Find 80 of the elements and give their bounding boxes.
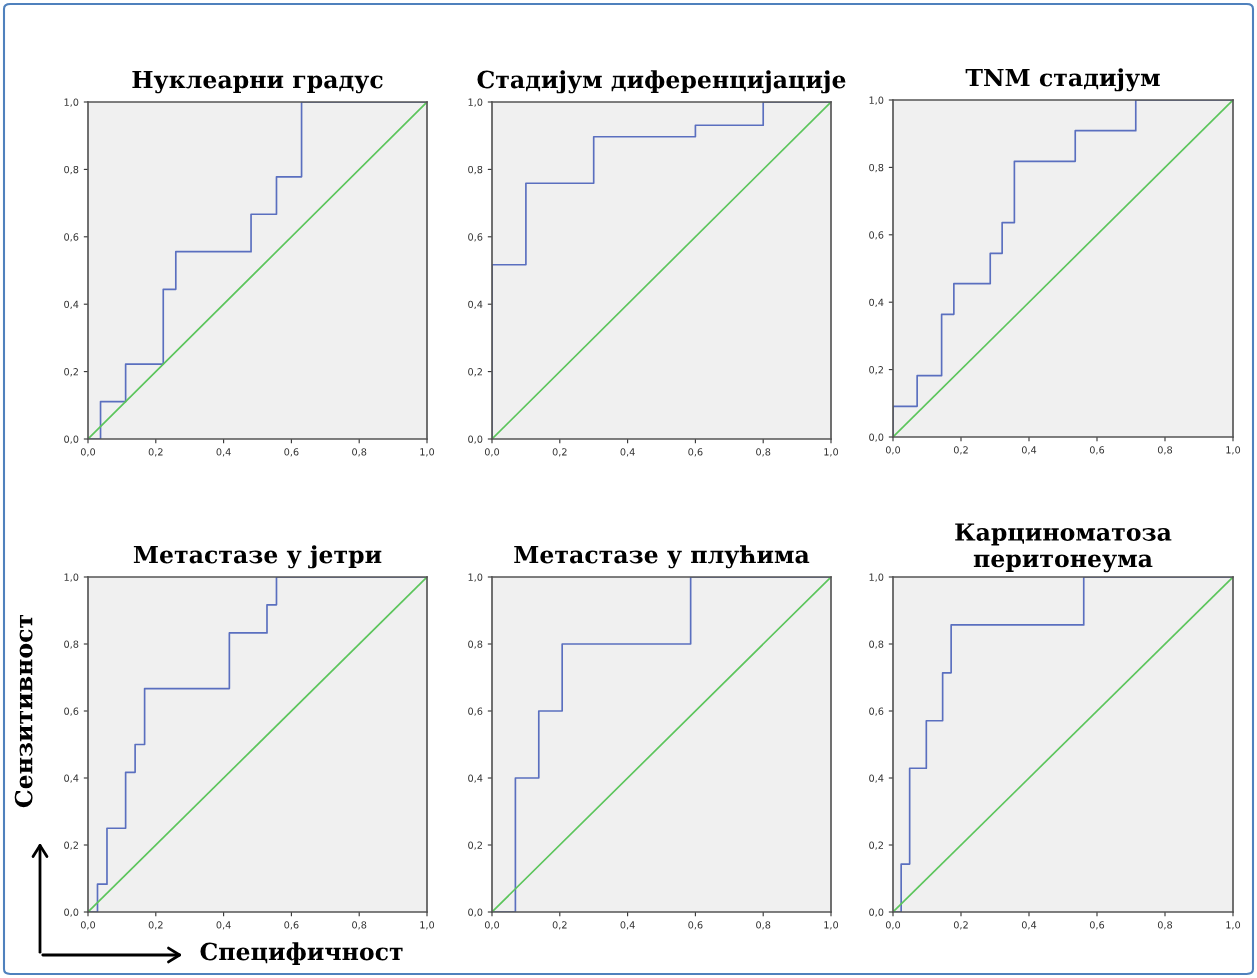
y-tick-label: 0,8 — [64, 640, 79, 649]
y-tick-label: 1,0 — [468, 98, 483, 107]
y-tick-label: 0,0 — [869, 433, 884, 442]
x-tick-label: 0,8 — [756, 921, 771, 930]
x-tick-label: 0,4 — [216, 448, 231, 457]
x-tick-label: 1,0 — [420, 921, 435, 930]
x-tick-label: 0,0 — [885, 446, 901, 455]
y-tick-label: 0,4 — [468, 300, 483, 310]
x-tick-label: 0,6 — [1089, 921, 1105, 930]
x-axis-title: Специфичност — [200, 942, 403, 965]
chart-title: Карциноматоза перитонеума — [955, 523, 1172, 573]
x-tick-label: 0,4 — [1021, 921, 1037, 930]
y-tick-label: 0,2 — [64, 368, 78, 377]
y-tick-label: 0,6 — [869, 707, 884, 716]
x-tick-label: 0,0 — [80, 921, 96, 930]
y-tick-label: 0,4 — [64, 774, 79, 783]
x-tick-label: 0,2 — [953, 446, 968, 455]
y-tick-label: 0,0 — [64, 435, 79, 444]
x-tick-label: 1,0 — [1226, 446, 1241, 455]
x-tick-label: 0,4 — [620, 921, 635, 930]
y-tick-label: 0,4 — [869, 774, 884, 783]
x-tick-label: 0,6 — [284, 921, 299, 930]
x-tick-label: 0,4 — [1021, 446, 1037, 455]
y-tick-label: 1,0 — [869, 573, 884, 582]
y-tick-label: 1,0 — [468, 573, 483, 582]
x-tick-label: 0,8 — [756, 448, 771, 457]
x-tick-label: 1,0 — [824, 921, 839, 930]
x-tick-label: 0,2 — [953, 921, 968, 930]
x-tick-label: 0,6 — [1089, 446, 1105, 455]
chart-title: Метастазе у јетри — [133, 545, 382, 569]
y-tick-label: 0,6 — [468, 233, 483, 242]
y-axis-title: Сензитивност — [14, 614, 33, 808]
y-tick-label: 0,2 — [869, 841, 883, 850]
y-tick-label: 0,6 — [64, 707, 79, 716]
x-tick-label: 0,6 — [688, 921, 703, 930]
x-tick-label: 0,8 — [352, 921, 367, 930]
x-tick-label: 0,6 — [688, 448, 703, 457]
x-tick-label: 0,6 — [284, 448, 299, 457]
y-tick-label: 0,8 — [869, 163, 884, 173]
y-tick-label: 0,8 — [468, 165, 483, 175]
y-tick-label: 0,2 — [468, 368, 482, 377]
y-tick-label: 0,4 — [468, 774, 483, 783]
x-tick-label: 0,2 — [552, 448, 567, 457]
y-tick-label: 0,4 — [64, 300, 79, 310]
x-tick-label: 0,2 — [148, 921, 163, 930]
x-tick-label: 1,0 — [1226, 921, 1241, 930]
y-tick-label: 1,0 — [64, 573, 79, 582]
y-tick-label: 0,4 — [869, 298, 884, 308]
y-tick-label: 0,6 — [869, 231, 884, 240]
chart-title: Стадијум диференцијације — [477, 70, 846, 94]
y-tick-label: 0,6 — [64, 233, 79, 242]
y-tick-label: 0,2 — [64, 841, 78, 850]
y-tick-label: 0,0 — [64, 908, 79, 917]
x-tick-label: 0,0 — [484, 448, 500, 457]
x-tick-label: 1,0 — [420, 448, 435, 457]
x-tick-label: 0,0 — [80, 448, 96, 457]
x-tick-label: 0,4 — [620, 448, 635, 457]
x-tick-label: 0,8 — [1157, 921, 1173, 930]
x-tick-label: 0,2 — [552, 921, 567, 930]
x-tick-label: 0,0 — [484, 921, 500, 930]
y-tick-label: 1,0 — [64, 98, 79, 107]
chart-title: TNM стадијум — [965, 68, 1160, 92]
y-tick-label: 0,0 — [468, 908, 483, 917]
chart-title: Метастазе у плућима — [514, 545, 810, 569]
x-tick-label: 0,0 — [885, 921, 901, 930]
y-tick-label: 0,0 — [869, 908, 884, 917]
x-tick-label: 0,2 — [148, 448, 163, 457]
y-tick-label: 0,0 — [468, 435, 483, 444]
x-tick-label: 0,8 — [1157, 446, 1173, 455]
y-tick-label: 0,2 — [468, 841, 482, 850]
y-tick-label: 0,6 — [468, 707, 483, 716]
x-tick-label: 0,8 — [352, 448, 367, 457]
y-tick-label: 0,8 — [869, 640, 884, 649]
y-tick-label: 1,0 — [869, 96, 884, 105]
x-tick-label: 1,0 — [824, 448, 839, 457]
chart-title: Нуклеарни градус — [132, 70, 383, 94]
x-tick-label: 0,4 — [216, 921, 231, 930]
y-tick-label: 0,8 — [468, 640, 483, 649]
y-tick-label: 0,2 — [869, 366, 883, 375]
y-tick-label: 0,8 — [64, 165, 79, 175]
